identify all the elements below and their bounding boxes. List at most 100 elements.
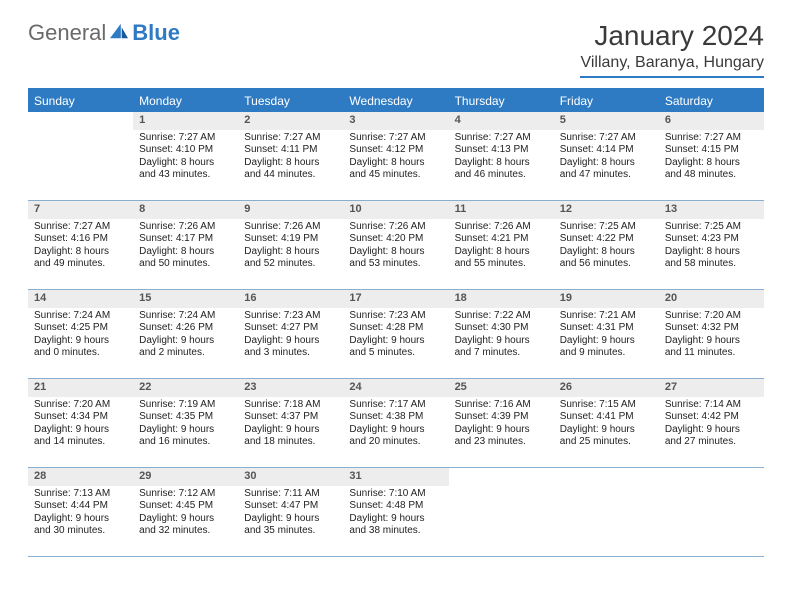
calendar-week: 1Sunrise: 7:27 AMSunset: 4:10 PMDaylight… — [28, 112, 764, 201]
calendar-day: 11Sunrise: 7:26 AMSunset: 4:21 PMDayligh… — [449, 201, 554, 289]
day-number: 28 — [28, 468, 133, 486]
day-info: Sunrise: 7:27 AMSunset: 4:11 PMDaylight:… — [238, 130, 343, 186]
dow-cell: Saturday — [659, 90, 764, 112]
day-info: Sunrise: 7:17 AMSunset: 4:38 PMDaylight:… — [343, 397, 448, 453]
calendar-week: 14Sunrise: 7:24 AMSunset: 4:25 PMDayligh… — [28, 290, 764, 379]
day-number: 11 — [449, 201, 554, 219]
calendar-day: 10Sunrise: 7:26 AMSunset: 4:20 PMDayligh… — [343, 201, 448, 289]
day-info: Sunrise: 7:26 AMSunset: 4:17 PMDaylight:… — [133, 219, 238, 275]
day-info: Sunrise: 7:27 AMSunset: 4:15 PMDaylight:… — [659, 130, 764, 186]
calendar-day: 30Sunrise: 7:11 AMSunset: 4:47 PMDayligh… — [238, 468, 343, 556]
calendar-week: 7Sunrise: 7:27 AMSunset: 4:16 PMDaylight… — [28, 201, 764, 290]
logo: General Blue — [28, 20, 180, 46]
day-number: 20 — [659, 290, 764, 308]
calendar-day: 25Sunrise: 7:16 AMSunset: 4:39 PMDayligh… — [449, 379, 554, 467]
day-info: Sunrise: 7:27 AMSunset: 4:13 PMDaylight:… — [449, 130, 554, 186]
day-info: Sunrise: 7:14 AMSunset: 4:42 PMDaylight:… — [659, 397, 764, 453]
day-number: 26 — [554, 379, 659, 397]
calendar-day: 24Sunrise: 7:17 AMSunset: 4:38 PMDayligh… — [343, 379, 448, 467]
calendar-week: 21Sunrise: 7:20 AMSunset: 4:34 PMDayligh… — [28, 379, 764, 468]
day-number: 2 — [238, 112, 343, 130]
day-number: 1 — [133, 112, 238, 130]
day-number: 30 — [238, 468, 343, 486]
day-info: Sunrise: 7:11 AMSunset: 4:47 PMDaylight:… — [238, 486, 343, 542]
day-info: Sunrise: 7:20 AMSunset: 4:32 PMDaylight:… — [659, 308, 764, 364]
calendar-day: 8Sunrise: 7:26 AMSunset: 4:17 PMDaylight… — [133, 201, 238, 289]
title-block: January 2024 Villany, Baranya, Hungary — [580, 20, 764, 78]
day-info: Sunrise: 7:27 AMSunset: 4:16 PMDaylight:… — [28, 219, 133, 275]
calendar-day — [659, 468, 764, 556]
calendar-day: 3Sunrise: 7:27 AMSunset: 4:12 PMDaylight… — [343, 112, 448, 200]
calendar-day: 16Sunrise: 7:23 AMSunset: 4:27 PMDayligh… — [238, 290, 343, 378]
day-number: 7 — [28, 201, 133, 219]
day-info: Sunrise: 7:10 AMSunset: 4:48 PMDaylight:… — [343, 486, 448, 542]
day-number: 23 — [238, 379, 343, 397]
calendar-day: 13Sunrise: 7:25 AMSunset: 4:23 PMDayligh… — [659, 201, 764, 289]
day-number: 31 — [343, 468, 448, 486]
calendar-day: 19Sunrise: 7:21 AMSunset: 4:31 PMDayligh… — [554, 290, 659, 378]
dow-cell: Sunday — [28, 90, 133, 112]
day-info: Sunrise: 7:22 AMSunset: 4:30 PMDaylight:… — [449, 308, 554, 364]
calendar-day: 4Sunrise: 7:27 AMSunset: 4:13 PMDaylight… — [449, 112, 554, 200]
calendar-body: 1Sunrise: 7:27 AMSunset: 4:10 PMDaylight… — [28, 112, 764, 557]
calendar-day — [28, 112, 133, 200]
day-info: Sunrise: 7:18 AMSunset: 4:37 PMDaylight:… — [238, 397, 343, 453]
day-info: Sunrise: 7:24 AMSunset: 4:26 PMDaylight:… — [133, 308, 238, 364]
day-number: 19 — [554, 290, 659, 308]
month-title: January 2024 — [580, 20, 764, 52]
calendar-day: 22Sunrise: 7:19 AMSunset: 4:35 PMDayligh… — [133, 379, 238, 467]
day-info: Sunrise: 7:21 AMSunset: 4:31 PMDaylight:… — [554, 308, 659, 364]
calendar-day: 29Sunrise: 7:12 AMSunset: 4:45 PMDayligh… — [133, 468, 238, 556]
calendar-day — [449, 468, 554, 556]
day-of-week-header: SundayMondayTuesdayWednesdayThursdayFrid… — [28, 90, 764, 112]
location-title: Villany, Baranya, Hungary — [580, 54, 764, 78]
day-number: 22 — [133, 379, 238, 397]
day-number: 14 — [28, 290, 133, 308]
day-info: Sunrise: 7:25 AMSunset: 4:22 PMDaylight:… — [554, 219, 659, 275]
day-info: Sunrise: 7:23 AMSunset: 4:28 PMDaylight:… — [343, 308, 448, 364]
day-number: 25 — [449, 379, 554, 397]
calendar-day: 17Sunrise: 7:23 AMSunset: 4:28 PMDayligh… — [343, 290, 448, 378]
day-number: 4 — [449, 112, 554, 130]
calendar-day: 7Sunrise: 7:27 AMSunset: 4:16 PMDaylight… — [28, 201, 133, 289]
day-info: Sunrise: 7:20 AMSunset: 4:34 PMDaylight:… — [28, 397, 133, 453]
logo-text-2: Blue — [132, 20, 180, 46]
calendar-day — [554, 468, 659, 556]
calendar-day: 31Sunrise: 7:10 AMSunset: 4:48 PMDayligh… — [343, 468, 448, 556]
day-info: Sunrise: 7:19 AMSunset: 4:35 PMDaylight:… — [133, 397, 238, 453]
calendar-day: 14Sunrise: 7:24 AMSunset: 4:25 PMDayligh… — [28, 290, 133, 378]
header-bar: General Blue January 2024 Villany, Baran… — [28, 20, 764, 78]
day-number: 27 — [659, 379, 764, 397]
day-number: 16 — [238, 290, 343, 308]
day-number: 12 — [554, 201, 659, 219]
day-info: Sunrise: 7:27 AMSunset: 4:14 PMDaylight:… — [554, 130, 659, 186]
calendar: SundayMondayTuesdayWednesdayThursdayFrid… — [28, 88, 764, 557]
logo-text-1: General — [28, 20, 106, 46]
dow-cell: Tuesday — [238, 90, 343, 112]
dow-cell: Friday — [554, 90, 659, 112]
day-info: Sunrise: 7:23 AMSunset: 4:27 PMDaylight:… — [238, 308, 343, 364]
day-info: Sunrise: 7:16 AMSunset: 4:39 PMDaylight:… — [449, 397, 554, 453]
calendar-day: 28Sunrise: 7:13 AMSunset: 4:44 PMDayligh… — [28, 468, 133, 556]
day-number: 3 — [343, 112, 448, 130]
day-info: Sunrise: 7:27 AMSunset: 4:12 PMDaylight:… — [343, 130, 448, 186]
day-info: Sunrise: 7:26 AMSunset: 4:21 PMDaylight:… — [449, 219, 554, 275]
calendar-day: 5Sunrise: 7:27 AMSunset: 4:14 PMDaylight… — [554, 112, 659, 200]
calendar-day: 1Sunrise: 7:27 AMSunset: 4:10 PMDaylight… — [133, 112, 238, 200]
day-info: Sunrise: 7:26 AMSunset: 4:20 PMDaylight:… — [343, 219, 448, 275]
day-info: Sunrise: 7:13 AMSunset: 4:44 PMDaylight:… — [28, 486, 133, 542]
day-number: 13 — [659, 201, 764, 219]
day-info: Sunrise: 7:12 AMSunset: 4:45 PMDaylight:… — [133, 486, 238, 542]
day-info: Sunrise: 7:26 AMSunset: 4:19 PMDaylight:… — [238, 219, 343, 275]
day-info: Sunrise: 7:25 AMSunset: 4:23 PMDaylight:… — [659, 219, 764, 275]
calendar-day: 23Sunrise: 7:18 AMSunset: 4:37 PMDayligh… — [238, 379, 343, 467]
day-number: 21 — [28, 379, 133, 397]
calendar-day: 9Sunrise: 7:26 AMSunset: 4:19 PMDaylight… — [238, 201, 343, 289]
calendar-day: 18Sunrise: 7:22 AMSunset: 4:30 PMDayligh… — [449, 290, 554, 378]
day-number: 29 — [133, 468, 238, 486]
calendar-week: 28Sunrise: 7:13 AMSunset: 4:44 PMDayligh… — [28, 468, 764, 557]
day-info: Sunrise: 7:27 AMSunset: 4:10 PMDaylight:… — [133, 130, 238, 186]
dow-cell: Thursday — [449, 90, 554, 112]
calendar-day: 27Sunrise: 7:14 AMSunset: 4:42 PMDayligh… — [659, 379, 764, 467]
calendar-day: 20Sunrise: 7:20 AMSunset: 4:32 PMDayligh… — [659, 290, 764, 378]
